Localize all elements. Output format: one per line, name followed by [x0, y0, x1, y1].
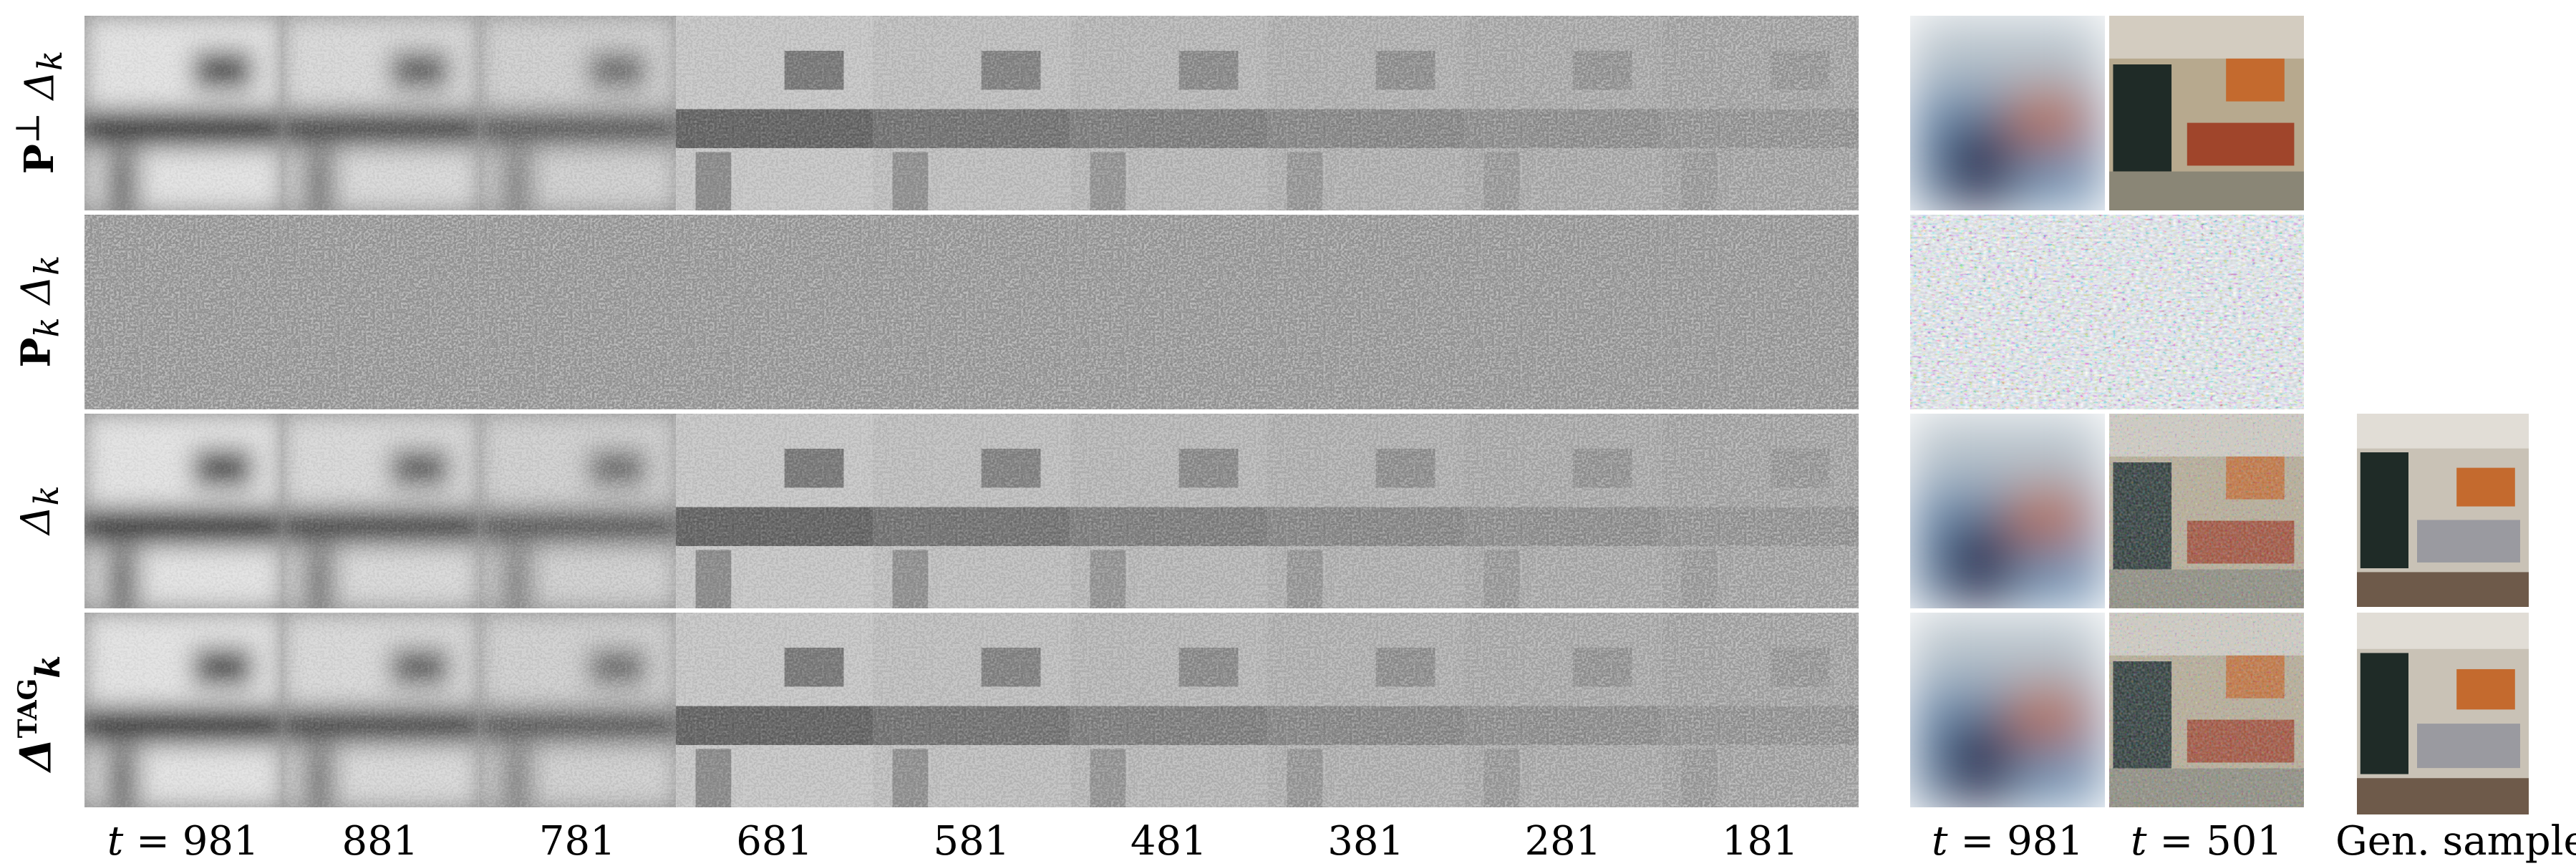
grayscale-tile [676, 215, 873, 409]
label-dsub: k [31, 50, 70, 72]
grayscale-tile [1267, 16, 1465, 210]
label-dsub: k [27, 485, 67, 506]
timestep-label: 281 [1524, 818, 1602, 865]
grayscale-tile [1464, 613, 1662, 807]
grayscale-tile [1661, 215, 1859, 409]
row-label-perp: P⊥ Δk [0, 16, 79, 209]
timestep-label: t = 981 [107, 818, 259, 865]
color-tile [1910, 16, 2105, 210]
grayscale-tile [1661, 16, 1859, 210]
row-label-delta: Δk [0, 414, 79, 607]
grayscale-tile [478, 215, 677, 409]
grayscale-tile [1267, 613, 1465, 807]
color-tile [1910, 215, 2304, 409]
grayscale-tile [676, 16, 873, 210]
grayscale-tile [1070, 16, 1268, 210]
grayscale-tile [1464, 16, 1662, 210]
label-delta: Δ [12, 275, 59, 305]
grayscale-tile [84, 16, 282, 210]
color-tile [2109, 16, 2304, 210]
timestep-label: 481 [1130, 818, 1207, 865]
color-tile [1910, 613, 2105, 807]
timestep-label: 681 [736, 818, 813, 865]
timestep-label: t = 981 [1932, 818, 2083, 865]
timestep-label: 781 [538, 818, 616, 865]
grayscale-tile [1464, 215, 1662, 409]
grayscale-tile [873, 613, 1071, 807]
color-tile [1910, 414, 2105, 608]
grayscale-tile [478, 414, 677, 608]
timestep-label: 881 [342, 818, 419, 865]
grayscale-tile [281, 215, 480, 409]
timestep-var: t [1932, 818, 1948, 865]
grayscale-tile [1070, 414, 1268, 608]
grayscale-tile [84, 215, 282, 409]
timestep-label: 581 [933, 818, 1010, 865]
generated-sample-image [2357, 414, 2529, 607]
label-sup: ⊥ [9, 112, 48, 145]
timestep-label: 381 [1327, 818, 1405, 865]
grayscale-tile [873, 215, 1071, 409]
timestep-label: 181 [1721, 818, 1798, 865]
grayscale-tile [281, 613, 480, 807]
label-dsub: k [28, 255, 67, 276]
label-delta: Δ [12, 505, 59, 535]
grayscale-tile [84, 414, 282, 608]
grayscale-tile [1661, 613, 1859, 807]
label-sup: TAG [12, 678, 43, 739]
label-delta: Δ [16, 71, 63, 100]
grayscale-tile [281, 414, 480, 608]
grayscale-tile [676, 414, 873, 608]
grayscale-tile [1661, 414, 1859, 608]
generated-sample-label: Gen. sample [2335, 818, 2576, 865]
grayscale-tile [1070, 215, 1268, 409]
grayscale-tile [478, 16, 677, 210]
label-sub: k [28, 317, 67, 338]
timestep-label: t = 501 [2131, 818, 2282, 865]
grayscale-tile [676, 613, 873, 807]
timestep-var: t [2131, 818, 2147, 865]
row-label-tag: ΔTAGk [0, 613, 79, 814]
grayscale-tile [478, 613, 677, 807]
grayscale-tile [1267, 414, 1465, 608]
grayscale-tile [873, 16, 1071, 210]
row-label-pk: Pk Δk [0, 215, 79, 408]
label-delta: Δ [11, 738, 62, 772]
generated-sample-image [2357, 613, 2529, 814]
grayscale-tile [1464, 414, 1662, 608]
grayscale-tile [84, 613, 282, 807]
color-tile [2109, 613, 2304, 807]
grayscale-tile [1070, 613, 1268, 807]
label-main: P [15, 144, 63, 175]
grayscale-tile [873, 414, 1071, 608]
label-sub: k [28, 655, 68, 679]
color-tile [2109, 414, 2304, 608]
grayscale-tile [1267, 215, 1465, 409]
label-main: P [11, 337, 59, 368]
timestep-var: t [107, 818, 124, 865]
grayscale-tile [281, 16, 480, 210]
